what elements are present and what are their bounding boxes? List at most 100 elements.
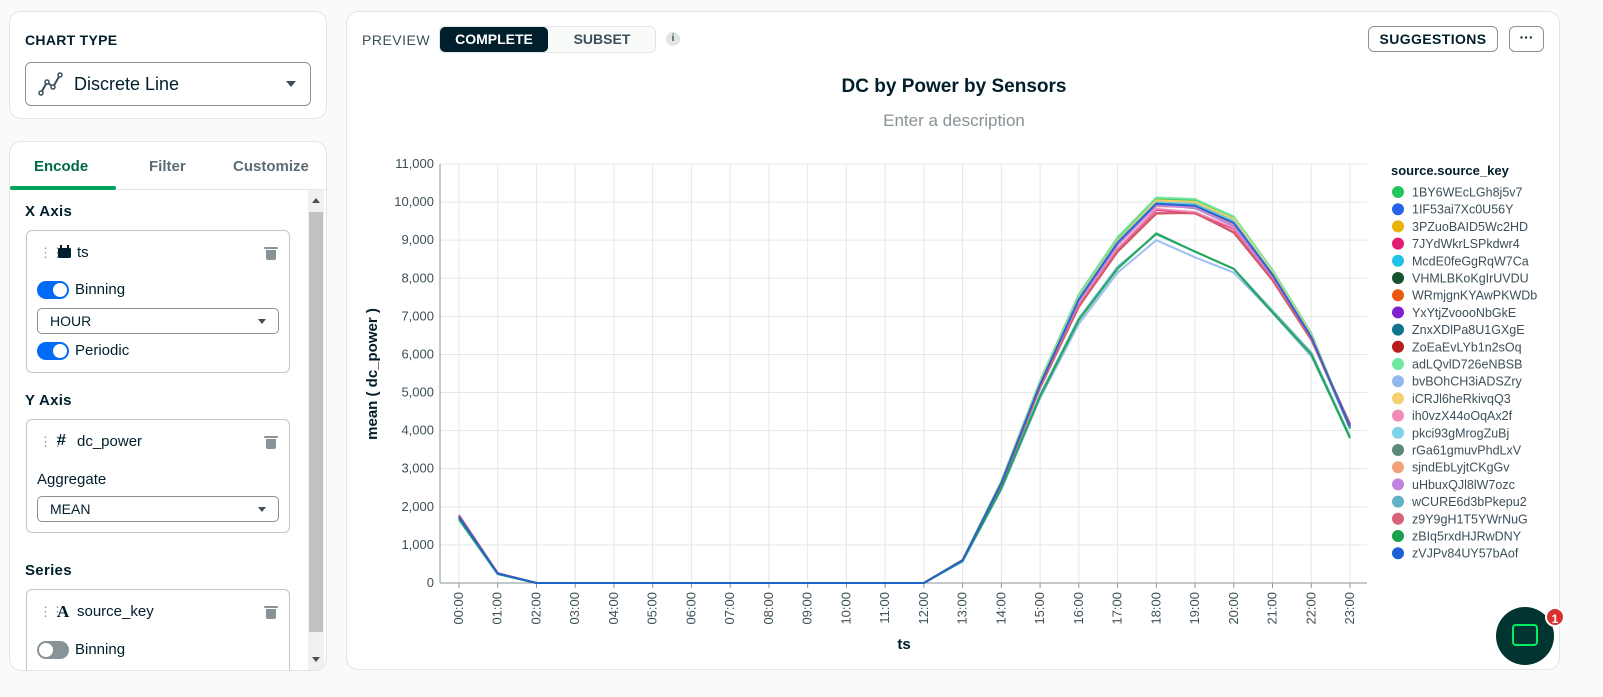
trash-icon[interactable] bbox=[264, 247, 278, 260]
drag-handle-icon[interactable]: ⋮⋮ bbox=[39, 434, 64, 449]
series-line-bvBOhCH3iADSZry bbox=[458, 239, 1351, 584]
legend-item-label: rGa61gmuvPhdLxV bbox=[1412, 444, 1522, 458]
x-tick-label: 23:00 bbox=[1342, 592, 1357, 625]
x-tick-label: 00:00 bbox=[451, 592, 466, 625]
subset-option[interactable]: SUBSET bbox=[573, 31, 631, 47]
scrollbar-thumb[interactable] bbox=[309, 212, 323, 632]
suggestions-button[interactable]: SUGGESTIONS bbox=[1368, 26, 1498, 52]
chevron-down-icon bbox=[286, 81, 296, 87]
preview-label: PREVIEW bbox=[362, 32, 431, 48]
series-binning-label: Binning bbox=[75, 641, 126, 658]
trash-icon[interactable] bbox=[264, 436, 278, 449]
x-tick-label: 21:00 bbox=[1265, 592, 1280, 625]
x-tick-label: 14:00 bbox=[993, 592, 1008, 625]
series-binning-toggle[interactable] bbox=[37, 641, 69, 659]
y-tick-label: 11,000 bbox=[395, 156, 434, 171]
tab-encode[interactable]: Encode bbox=[34, 158, 89, 175]
chart-type-select[interactable]: Discrete Line bbox=[25, 62, 311, 106]
series-line-iCRJl6heRkivqQ3 bbox=[458, 199, 1351, 584]
info-icon[interactable]: i bbox=[666, 32, 680, 46]
x-tick-label: 19:00 bbox=[1187, 592, 1202, 625]
series-field-name: source_key bbox=[77, 603, 154, 620]
legend-item-label: YxYtjZvoooNbGkE bbox=[1412, 306, 1516, 320]
legend-swatch bbox=[1392, 323, 1404, 336]
legend-swatch bbox=[1392, 426, 1404, 439]
series-line-1BY6WEcLGh8j5v7 bbox=[458, 197, 1351, 584]
legend-swatch bbox=[1392, 409, 1404, 422]
legend-item-label: z9Y9gH1T5YWrNuG bbox=[1412, 512, 1528, 526]
scroll-up-icon[interactable] bbox=[312, 198, 320, 203]
legend-item-label: uHbuxQJl8lW7ozc bbox=[1412, 478, 1515, 492]
y-tick-label: 9,000 bbox=[401, 232, 434, 247]
active-tab-indicator bbox=[10, 186, 116, 190]
y-axis-field-box: ⋮⋮ # dc_power Aggregate MEAN bbox=[26, 419, 290, 533]
tab-customize[interactable]: Customize bbox=[233, 158, 309, 175]
x-tick-label: 22:00 bbox=[1303, 592, 1318, 625]
legend-item-label: McdE0feGgRqW7Ca bbox=[1412, 254, 1529, 268]
x-tick-label: 04:00 bbox=[606, 592, 621, 625]
x-tick-label: 09:00 bbox=[800, 592, 815, 625]
scroll-down-icon[interactable] bbox=[312, 657, 320, 662]
drag-handle-icon[interactable]: ⋮⋮ bbox=[39, 604, 64, 619]
legend-swatch bbox=[1392, 340, 1404, 353]
legend-swatch bbox=[1392, 512, 1404, 525]
chart-title[interactable]: DC by Power by Sensors bbox=[841, 76, 1067, 97]
legend-item-label: wCURE6d3bPkepu2 bbox=[1411, 495, 1527, 509]
x-tick-label: 01:00 bbox=[490, 592, 505, 625]
dataset-segmented-control: COMPLETE SUBSET bbox=[439, 26, 656, 53]
legend-item-label: pkci93gMrogZuBj bbox=[1412, 426, 1509, 440]
legend-swatch bbox=[1392, 392, 1404, 405]
series-line-zVJPv84UY57bAof bbox=[458, 202, 1351, 584]
chart-type-title: CHART TYPE bbox=[25, 32, 118, 48]
x-tick-label: 20:00 bbox=[1226, 592, 1241, 625]
legend-swatch bbox=[1392, 530, 1404, 542]
series-line-WRmjgnKYAwPKWDb bbox=[458, 204, 1351, 584]
scrollbar[interactable] bbox=[308, 190, 324, 670]
x-tick-label: 10:00 bbox=[838, 592, 853, 625]
x-tick-label: 08:00 bbox=[761, 592, 776, 625]
complete-option[interactable]: COMPLETE bbox=[440, 27, 548, 52]
chart-description-input[interactable]: Enter a description bbox=[883, 111, 1025, 130]
more-options-button[interactable]: ··· bbox=[1509, 26, 1544, 52]
chevron-down-icon bbox=[258, 319, 266, 324]
y-tick-label: 0 bbox=[427, 575, 434, 590]
x-axis-field-name: ts bbox=[77, 244, 89, 261]
trash-icon[interactable] bbox=[264, 606, 278, 619]
series-line-zBIq5rxdHJRwDNY bbox=[458, 232, 1351, 584]
preview-panel: PREVIEW COMPLETE SUBSET i SUGGESTIONS ··… bbox=[346, 11, 1560, 670]
y-tick-label: 5,000 bbox=[401, 385, 434, 400]
x-periodic-toggle[interactable] bbox=[37, 342, 69, 360]
y-tick-label: 7,000 bbox=[401, 308, 434, 323]
legend-item-label: WRmjgnKYAwPKWDb bbox=[1412, 289, 1537, 303]
x-axis-title: X Axis bbox=[25, 203, 73, 220]
number-field-icon: # bbox=[57, 432, 66, 449]
legend-swatch bbox=[1392, 220, 1404, 233]
x-tick-label: 07:00 bbox=[722, 592, 737, 625]
legend-swatch bbox=[1392, 203, 1404, 216]
legend-item-label: 1BY6WEcLGh8j5v7 bbox=[1412, 186, 1523, 200]
aggregate-select[interactable]: MEAN bbox=[37, 496, 279, 522]
drag-handle-icon[interactable]: ⋮⋮ bbox=[39, 245, 64, 260]
x-binning-select[interactable]: HOUR bbox=[37, 308, 279, 334]
legend-swatch bbox=[1392, 237, 1404, 250]
legend-swatch bbox=[1392, 306, 1404, 319]
tab-filter[interactable]: Filter bbox=[149, 158, 186, 175]
line-chart-icon bbox=[38, 72, 63, 96]
x-binning-toggle[interactable] bbox=[37, 281, 69, 299]
legend-swatch bbox=[1392, 444, 1404, 456]
series-title: Series bbox=[25, 562, 72, 579]
legend-swatch bbox=[1392, 272, 1404, 284]
notification-badge: 1 bbox=[1545, 607, 1565, 627]
legend-item-label: 1IF53ai7Xc0U56Y bbox=[1412, 203, 1514, 217]
series-line-ZoEaEvLYb1n2sOq bbox=[458, 211, 1351, 584]
x-tick-label: 18:00 bbox=[1148, 592, 1163, 625]
series-line-z9Y9gH1T5YWrNuG bbox=[458, 211, 1351, 584]
aggregate-label: Aggregate bbox=[37, 471, 107, 488]
legend-item-label: sjndEbLyjtCKgGv bbox=[1412, 461, 1510, 475]
chart-type-value: Discrete Line bbox=[74, 73, 180, 94]
y-axis-label: mean ( dc_power ) bbox=[364, 308, 381, 440]
chat-button[interactable] bbox=[1496, 607, 1554, 665]
series-field-box: ⋮⋮ A source_key Binning bbox=[26, 589, 290, 670]
chart-type-panel: CHART TYPE Discrete Line bbox=[9, 11, 327, 119]
x-binning-value: HOUR bbox=[50, 313, 92, 329]
